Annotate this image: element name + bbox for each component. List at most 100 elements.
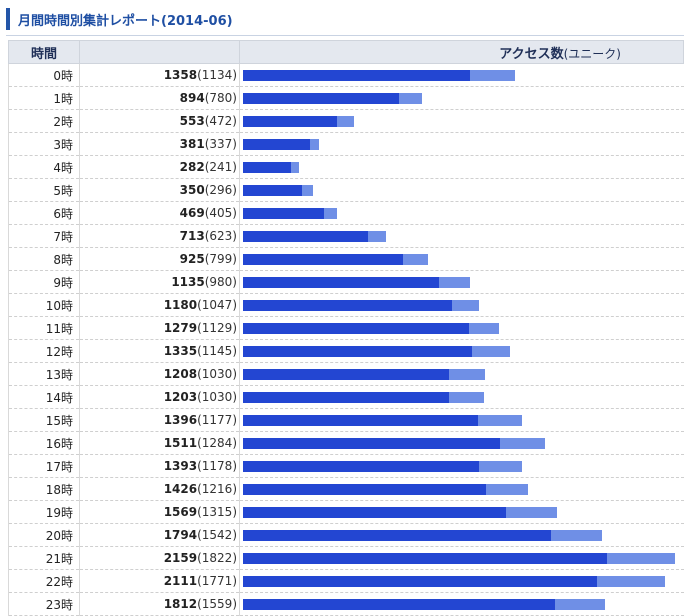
access-unique: (1030) [197, 367, 237, 381]
table-row: 22時 2111(1771) [8, 569, 684, 593]
access-total: 1279 [163, 321, 198, 335]
table-row: 5時 350(296) [8, 178, 684, 202]
bar-cell [239, 293, 684, 317]
table-row: 10時 1180(1047) [8, 293, 684, 317]
table-row: 3時 381(337) [8, 132, 684, 156]
bar-unique-access [243, 323, 469, 334]
access-unique: (405) [204, 206, 237, 220]
bar-unique-access [243, 116, 337, 127]
bar-unique-access [243, 415, 478, 426]
hour-label: 12時 [8, 339, 80, 363]
table-row: 4時 282(241) [8, 155, 684, 179]
access-total: 1426 [163, 482, 198, 496]
access-total: 553 [179, 114, 205, 128]
bar-unique-access [243, 162, 291, 173]
bar-unique-access [243, 70, 470, 81]
hour-label: 9時 [8, 270, 80, 294]
hour-label: 19時 [8, 500, 80, 524]
count-cell: 2159(1822) [79, 546, 240, 570]
column-header-count [79, 40, 240, 64]
table-row: 14時 1203(1030) [8, 385, 684, 409]
column-header-hour: 時間 [8, 40, 80, 64]
access-total: 2159 [163, 551, 198, 565]
bar-unique-access [243, 93, 399, 104]
access-unique: (1771) [197, 574, 237, 588]
table-row: 0時 1358(1134) [8, 63, 684, 87]
access-unique: (1822) [197, 551, 237, 565]
bar-unique-access [243, 392, 449, 403]
bar-cell [239, 270, 684, 294]
title-divider [6, 35, 684, 36]
access-total: 1396 [163, 413, 198, 427]
count-cell: 1569(1315) [79, 500, 240, 524]
access-unique: (1216) [197, 482, 237, 496]
table-row: 11時 1279(1129) [8, 316, 684, 340]
count-cell: 282(241) [79, 155, 240, 179]
bar-cell [239, 132, 684, 156]
access-total: 1794 [163, 528, 198, 542]
count-cell: 1279(1129) [79, 316, 240, 340]
bar-unique-access [243, 599, 555, 610]
count-cell: 553(472) [79, 109, 240, 133]
count-cell: 1812(1559) [79, 592, 240, 616]
hourly-access-table: 時間 アクセス数(ユニーク) 0時 1358(1134) 1時 894(780) 2時 5… [8, 40, 684, 616]
count-cell: 350(296) [79, 178, 240, 202]
hour-label: 4時 [8, 155, 80, 179]
count-cell: 1358(1134) [79, 63, 240, 87]
access-total: 350 [179, 183, 205, 197]
column-header-unique-label: (ユニーク) [563, 46, 621, 61]
table-body: 0時 1358(1134) 1時 894(780) 2時 553(472) 3時 381(33… [8, 63, 684, 616]
access-unique: (1178) [197, 459, 237, 473]
hour-label: 8時 [8, 247, 80, 271]
table-row: 15時 1396(1177) [8, 408, 684, 432]
table-row: 8時 925(799) [8, 247, 684, 271]
bar-cell [239, 178, 684, 202]
bar-unique-access [243, 461, 479, 472]
bar-unique-access [243, 208, 324, 219]
bar-unique-access [243, 507, 506, 518]
access-unique: (1542) [197, 528, 237, 542]
table-row: 12時 1335(1145) [8, 339, 684, 363]
bar-unique-access [243, 530, 551, 541]
access-total: 2111 [163, 574, 198, 588]
table-row: 9時 1135(980) [8, 270, 684, 294]
access-unique: (241) [204, 160, 237, 174]
count-cell: 1393(1178) [79, 454, 240, 478]
hour-label: 16時 [8, 431, 80, 455]
table-row: 23時 1812(1559) [8, 592, 684, 616]
count-cell: 713(623) [79, 224, 240, 248]
hour-label: 14時 [8, 385, 80, 409]
bar-unique-access [243, 576, 597, 587]
bar-cell [239, 523, 684, 547]
access-unique: (780) [204, 91, 237, 105]
bar-cell [239, 454, 684, 478]
bar-cell [239, 155, 684, 179]
bar-cell [239, 201, 684, 225]
bar-cell [239, 385, 684, 409]
bar-cell [239, 362, 684, 386]
access-total: 1511 [163, 436, 198, 450]
table-row: 13時 1208(1030) [8, 362, 684, 386]
bar-cell [239, 224, 684, 248]
table-row: 16時 1511(1284) [8, 431, 684, 455]
hour-label: 6時 [8, 201, 80, 225]
page-title: 月間時間別集計レポート(2014-06) [18, 14, 233, 29]
bar-unique-access [243, 346, 472, 357]
bar-unique-access [243, 254, 403, 265]
bar-cell [239, 247, 684, 271]
bar-unique-access [243, 277, 439, 288]
bar-cell [239, 546, 684, 570]
count-cell: 1203(1030) [79, 385, 240, 409]
count-cell: 2111(1771) [79, 569, 240, 593]
bar-cell [239, 431, 684, 455]
table-row: 2時 553(472) [8, 109, 684, 133]
bar-cell [239, 63, 684, 87]
bar-cell [239, 339, 684, 363]
table-row: 6時 469(405) [8, 201, 684, 225]
bar-unique-access [243, 438, 500, 449]
access-total: 469 [179, 206, 205, 220]
access-unique: (337) [204, 137, 237, 151]
bar-cell [239, 86, 684, 110]
access-total: 1335 [163, 344, 198, 358]
access-unique: (1030) [197, 390, 237, 404]
